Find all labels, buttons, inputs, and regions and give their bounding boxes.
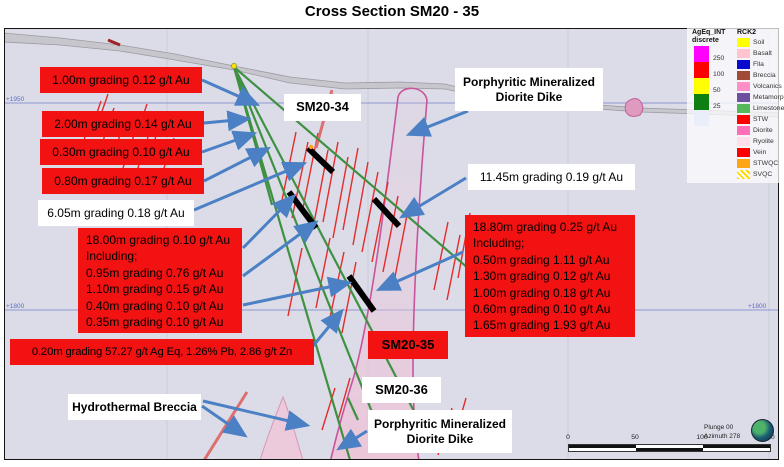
label-porphyritic-dike-top: Porphyritic Mineralized Diorite Dike — [455, 68, 603, 111]
legend-rck2-item: Breccia — [737, 71, 776, 80]
legend-rck2-header: RCK2 — [737, 29, 757, 36]
legend-rck2-item: Limestone — [737, 104, 784, 113]
legend-rck2-swatch — [737, 148, 750, 157]
scale-bar — [568, 444, 771, 452]
annotation-arrows — [193, 78, 469, 451]
legend-rck2-item: Flla — [737, 60, 764, 69]
label-hydrothermal-breccia: Hydrothermal Breccia — [68, 394, 201, 420]
legend-rck2-swatch — [737, 126, 750, 135]
legend-rck2-label: Vein — [753, 149, 767, 156]
legend-rck2-label: Breccia — [753, 72, 776, 79]
label-porphyritic-dike-bottom: Porphyritic Mineralized Diorite Dike — [368, 410, 512, 453]
legend-ageq-value: 250 — [713, 55, 725, 62]
legend-rck2-label: STWQC — [753, 160, 779, 167]
intercept-box-0-20m: 0.20m grading 57.27 g/t Ag Eq, 1.26% Pb,… — [10, 339, 314, 365]
legend-ageq-value: 50 — [713, 87, 721, 94]
legend-panel: AgEq_INT discrete RCK2 250 100 50 25 Soil Ba… — [687, 25, 784, 183]
legend-rck2-swatch — [737, 82, 750, 91]
intercept-box-1-00m: 1.00m grading 0.12 g/t Au — [40, 67, 202, 93]
legend-rck2-label: Flla — [753, 61, 764, 68]
elevation-label-right-1800: +1800 — [748, 303, 767, 310]
surface-red-mark — [107, 38, 121, 47]
plunge-label: Plunge 00 — [704, 424, 734, 431]
legend-rck2-label: STW — [753, 116, 769, 123]
drillhole-label-sm20-34: SM20-34 — [284, 94, 361, 121]
scale-bar-tick-label: 50 — [631, 434, 639, 441]
legend-rck2-swatch — [737, 137, 750, 146]
legend-rck2-item: Ryolite — [737, 137, 774, 146]
intercept-box-6-05m: 6.05m grading 0.18 g/t Au — [38, 200, 194, 226]
legend-rck2-swatch — [737, 170, 750, 179]
intercept-box-2-00m: 2.00m grading 0.14 g/t Au — [42, 111, 204, 137]
legend-rck2-label: Soil — [753, 39, 765, 46]
legend-rck2-item: SVQC — [737, 170, 772, 179]
intercept-box-0-80m: 0.80m grading 0.17 g/t Au — [42, 168, 204, 194]
legend-rck2-item: Basalt — [737, 49, 772, 58]
legend-rck2-swatch — [737, 38, 750, 47]
orientation-globe-icon — [751, 419, 774, 442]
legend-rck2-item: Volcanics — [737, 82, 782, 91]
legend-rck2-swatch — [737, 93, 750, 102]
legend-ageq-swatch — [694, 110, 709, 126]
legend-rck2-item: Metamorphic — [737, 93, 784, 102]
legend-ageq-value: 100 — [713, 71, 725, 78]
legend-rck2-item: STWQC — [737, 159, 778, 168]
legend-rck2-swatch — [737, 104, 750, 113]
legend-rck2-swatch — [737, 49, 750, 58]
legend-rck2-label: Volcanics — [753, 83, 782, 90]
legend-rck2-item: Soil — [737, 38, 764, 47]
legend-rck2-label: SVQC — [753, 171, 773, 178]
vein-lines — [80, 93, 471, 456]
elevation-label-left-1950: +1950 — [6, 96, 25, 103]
legend-rck2-label: Diorite — [753, 127, 773, 134]
azimuth-label: Azimuth 278 — [704, 433, 741, 440]
breccia-body — [259, 395, 304, 459]
legend-rck2-label: Basalt — [753, 50, 772, 57]
legend-rck2-swatch — [737, 71, 750, 80]
legend-ageq-header: AgEq_INT discrete — [692, 29, 726, 44]
intercept-box-18-80m: 18.80m grading 0.25 g/t Au Including; 0.… — [465, 215, 635, 337]
legend-ageq-swatch — [694, 78, 709, 94]
page-title: Cross Section SM20 - 35 — [304, 3, 480, 20]
legend-rck2-item: Vein — [737, 148, 766, 157]
legend-rck2-item: Diorite — [737, 126, 773, 135]
scale-bar-tick-label: 0 — [566, 434, 570, 441]
legend-ageq-swatch — [694, 62, 709, 78]
intercept-box-18-00m: 18.00m grading 0.10 g/t Au Including; 0.… — [78, 228, 242, 333]
elevation-label-left-1800: +1800 — [6, 303, 25, 310]
legend-rck2-item: STW — [737, 115, 768, 124]
legend-ageq-swatch — [694, 94, 709, 110]
legend-rck2-swatch — [737, 159, 750, 168]
legend-rck2-swatch — [737, 60, 750, 69]
drillhole-label-sm20-36: SM20-36 — [362, 377, 441, 403]
collar-marker — [231, 63, 237, 69]
legend-ageq-value: 25 — [713, 103, 721, 110]
drillhole-label-sm20-35: SM20-35 — [368, 331, 448, 359]
intercept-box-0-30m: 0.30m grading 0.10 g/t Au — [40, 139, 202, 165]
legend-rck2-label: Metamorphic — [753, 94, 784, 101]
dike-outcrop — [624, 98, 644, 117]
intercept-box-11-45m: 11.45m grading 0.19 g/t Au — [468, 164, 635, 190]
orange-marker — [308, 144, 314, 150]
scale-bar-tick-label: 100 — [696, 434, 708, 441]
legend-ageq-swatch — [694, 46, 709, 62]
legend-rck2-label: Ryolite — [753, 138, 774, 145]
legend-rck2-label: Limestone — [753, 105, 784, 112]
legend-rck2-swatch — [737, 115, 750, 124]
view-info: Plunge 00 Azimuth 278 — [704, 423, 740, 441]
